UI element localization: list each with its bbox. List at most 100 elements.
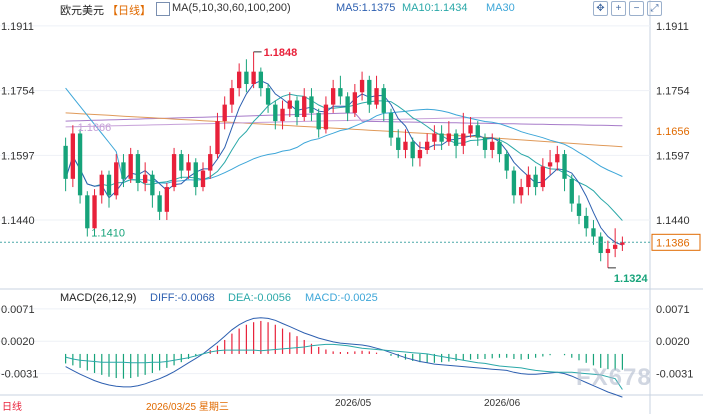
symbol-name: 欧元美元 <box>60 5 104 17</box>
candle-body <box>381 88 386 113</box>
candle-body <box>164 187 170 212</box>
candle-body <box>208 154 213 171</box>
fullscreen-icon[interactable]: ⤢ <box>647 1 662 16</box>
candle-body <box>273 104 278 122</box>
price-tick-label-left: 1.1754 <box>1 86 35 98</box>
candle-body <box>92 195 97 229</box>
candle-body <box>251 71 256 85</box>
candle-body <box>135 154 141 183</box>
watermark: FX678 <box>576 364 652 391</box>
candle-body <box>70 133 76 179</box>
candle-body <box>526 174 531 188</box>
candle-body <box>330 88 336 105</box>
candle-body <box>63 145 68 179</box>
candle-body <box>338 88 343 97</box>
candle-body <box>171 154 177 188</box>
candle-body <box>294 100 300 117</box>
candle-body <box>150 174 155 196</box>
candle-body <box>396 137 401 150</box>
month-label-june: 2026/06 <box>484 398 521 409</box>
candle-body <box>345 96 350 113</box>
period-label[interactable]: 【日线】 <box>107 5 151 17</box>
ma100-line <box>65 112 623 148</box>
candle-body <box>540 166 546 188</box>
candle-body <box>106 174 112 196</box>
high-label: 1.1848 <box>264 47 298 59</box>
macd-value: MACD:-0.0025 <box>305 292 378 304</box>
candle-body <box>504 154 509 171</box>
candle-body <box>584 215 589 229</box>
macd-dea-line <box>65 343 623 390</box>
date-label: 2026/03/25 星期三 <box>146 402 229 413</box>
zoom-out-icon[interactable]: − <box>629 1 644 16</box>
candle-body <box>193 162 198 188</box>
low-label: 1.1324 <box>614 273 649 285</box>
macd-tick-label: 0.0020 <box>656 336 690 348</box>
candle-body <box>446 133 452 142</box>
macd-tick-label: -0.0031 <box>656 369 693 381</box>
candle-body <box>518 187 524 196</box>
candle-body <box>562 154 567 179</box>
candle-body <box>511 170 517 196</box>
candle-body <box>569 178 574 204</box>
candle-body <box>157 195 162 212</box>
macd-diff: DIFF:-0.0068 <box>150 292 215 304</box>
candle-body <box>417 149 423 159</box>
candle-body <box>547 162 553 167</box>
price-tick-label-left: 1.1597 <box>1 150 35 162</box>
candle-body <box>352 92 358 113</box>
candle-body <box>497 141 502 155</box>
macd-dea: DEA:-0.0056 <box>228 292 291 304</box>
candle-body <box>309 96 314 113</box>
crosshair-icon[interactable]: ✥ <box>593 1 608 16</box>
candle-body <box>128 154 133 179</box>
month-label-may: 2026/05 <box>335 398 372 409</box>
candle-body <box>612 244 618 249</box>
candles <box>63 51 625 268</box>
candle-body <box>99 174 104 196</box>
left-low-label: 1.1410 <box>91 227 125 239</box>
candle-body <box>424 141 430 150</box>
candle-body <box>302 96 307 117</box>
macd-tick-label-left: 0.0020 <box>1 336 35 348</box>
left-ma-label: 1.1666 <box>78 122 112 134</box>
candle-body <box>468 125 473 134</box>
current-price-label: 1.1386 <box>656 237 690 249</box>
macd-tick-label-left: -0.0031 <box>1 369 38 381</box>
ma5-value: MA5:1.1375 <box>336 2 396 14</box>
candle-body <box>359 79 365 93</box>
candle-body <box>490 141 495 150</box>
candle-body <box>265 88 271 105</box>
zoom-in-icon[interactable]: + <box>611 1 626 16</box>
macd-diff-line <box>65 317 623 398</box>
chart-type-icon[interactable] <box>156 2 170 16</box>
price-tick-label-left: 1.1911 <box>1 21 34 33</box>
candle-body <box>258 71 264 89</box>
candle-body <box>410 141 415 159</box>
candle-body <box>244 71 249 85</box>
price-tick-label: 1.1911 <box>656 21 689 33</box>
candle-body <box>179 154 184 171</box>
candle-body <box>453 133 459 146</box>
candle-body <box>439 133 444 142</box>
candle-body <box>222 104 227 122</box>
candle-body <box>591 228 596 237</box>
candle-body <box>236 71 242 89</box>
price-tick-label: 1.1440 <box>656 215 690 227</box>
ma10-value: MA10:1.1434 <box>402 2 468 14</box>
candle-body <box>432 133 437 142</box>
price-tick-label-left: 1.1440 <box>1 215 35 227</box>
candle-body <box>367 79 372 105</box>
candle-body <box>533 174 538 188</box>
ma60-line <box>65 117 623 128</box>
price-tick-label: 1.1754 <box>656 86 690 98</box>
candle-body <box>620 242 625 245</box>
candle-body <box>374 88 379 105</box>
candle-body <box>280 108 285 122</box>
candle-body <box>114 162 119 196</box>
ma30-value: MA30 <box>486 2 515 14</box>
candle-body <box>121 162 126 179</box>
candle-body <box>186 162 191 171</box>
